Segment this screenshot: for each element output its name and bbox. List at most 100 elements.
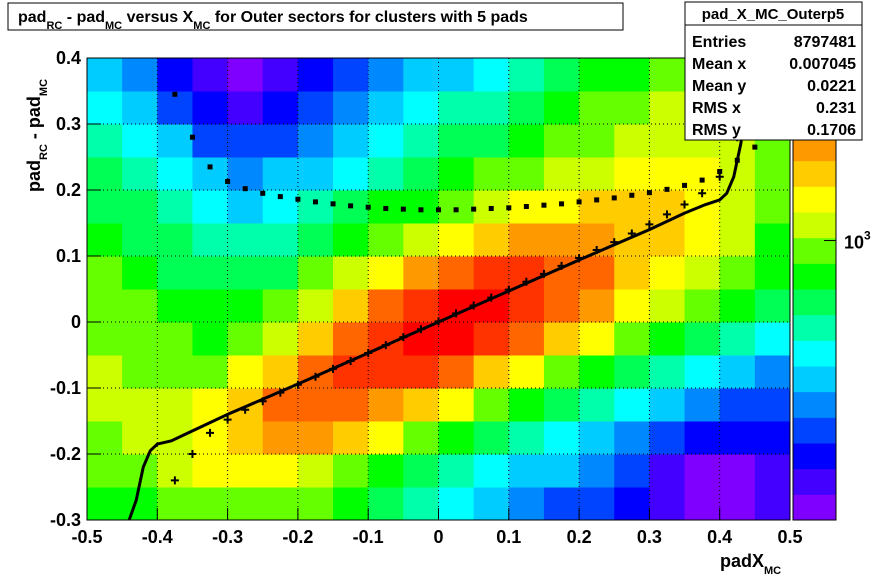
heatmap-cell: [297, 454, 334, 488]
palette-swatch: [793, 443, 836, 470]
heatmap-cell: [192, 58, 229, 92]
palette-swatch: [793, 160, 836, 187]
text-part: padX: [720, 551, 764, 571]
heatmap-cell: [754, 388, 791, 422]
heatmap-cell: [508, 322, 545, 356]
heatmap-cell: [333, 91, 369, 125]
profile-marker: [436, 207, 441, 213]
profile-marker: [471, 206, 477, 212]
heatmap-cell: [754, 421, 791, 455]
x-tick-label: 0.5: [777, 527, 802, 547]
heatmap-cell: [122, 223, 158, 257]
heatmap-cell: [579, 190, 615, 224]
heatmap-cell: [754, 223, 791, 257]
heatmap-cell: [333, 454, 369, 488]
x-tick-label: 0.3: [637, 527, 662, 547]
subscript: MC: [193, 20, 210, 32]
y-axis-label: padRC - padMC: [24, 79, 50, 192]
heatmap-cell: [157, 388, 193, 422]
profiles: [127, 58, 759, 520]
stats-label: Mean y: [692, 78, 746, 95]
x-tick-label: -0.5: [71, 527, 102, 547]
heatmap-cell: [333, 124, 369, 158]
profile-marker: [698, 189, 707, 198]
heatmap-cell: [297, 388, 334, 422]
heatmap-cell: [579, 256, 615, 290]
heatmap-cell: [297, 157, 334, 191]
heatmap-cell: [579, 487, 615, 521]
heatmap-cell: [122, 124, 158, 158]
heatmap-cell: [157, 223, 193, 257]
heatmap-cell: [403, 157, 439, 191]
subscript: RC: [46, 20, 62, 32]
heatmap-cell: [684, 322, 721, 356]
heatmap-cell: [438, 388, 475, 422]
profile-marker: [188, 450, 197, 458]
heatmap-cell: [297, 91, 334, 125]
heatmap-cell: [297, 487, 334, 521]
text-part: pad: [18, 9, 46, 26]
heatmap-cell: [438, 91, 475, 125]
y-tick-label: 0.2: [56, 180, 81, 200]
heatmap-cell: [754, 487, 791, 521]
heatmap-cell: [262, 454, 299, 488]
heatmap-cell: [297, 322, 334, 356]
heatmap-cell: [438, 157, 475, 191]
profile-marker: [172, 91, 178, 97]
heatmap-cell: [262, 223, 299, 257]
heatmap-cell: [614, 421, 650, 455]
y-tick-label: -0.3: [50, 510, 81, 530]
profile-marker: [645, 220, 654, 229]
heatmap-cell: [754, 157, 791, 191]
heatmap-cell: [543, 157, 580, 191]
heatmap-cell: [368, 157, 404, 191]
heatmap-cell: [438, 421, 475, 455]
profile-marker: [488, 205, 494, 211]
heatmap-cell: [87, 355, 123, 389]
profile-marker: [611, 195, 617, 201]
heatmap-cell: [192, 454, 229, 488]
heatmap-cell: [543, 487, 580, 521]
heatmap-cell: [157, 322, 193, 356]
heatmap-cell: [87, 223, 123, 257]
heatmap-cell: [438, 487, 475, 521]
heatmap-cell: [157, 58, 193, 92]
heatmap-cell: [192, 421, 229, 455]
heatmap-cell: [754, 256, 791, 290]
heatmap-cell: [719, 487, 756, 521]
z-tick-base: 10: [844, 233, 864, 253]
x-tick-label: 0.2: [567, 527, 592, 547]
text-part: - pad: [62, 9, 105, 26]
heatmap-cell: [719, 256, 756, 290]
heatmap-cell: [754, 355, 791, 389]
heatmap-cell: [649, 487, 686, 521]
palette-swatch: [793, 263, 836, 290]
text-part: for Outer sectors for clusters with 5 pa…: [210, 9, 528, 26]
stats-label: RMS x: [692, 100, 741, 117]
heatmap-cell: [262, 157, 299, 191]
heatmap-cell: [614, 157, 650, 191]
heatmap-cell: [227, 388, 264, 422]
heatmap-cell: [403, 91, 439, 125]
heatmap-cell: [684, 454, 721, 488]
heatmap-cell: [543, 124, 580, 158]
heatmap-cell: [614, 256, 650, 290]
heatmap-cell: [403, 190, 439, 224]
heatmap-cell: [122, 388, 158, 422]
heatmap-cell: [473, 157, 510, 191]
heatmap-cell: [614, 124, 650, 158]
palette-swatch: [793, 366, 836, 393]
heatmap-cell: [122, 256, 158, 290]
heatmap-cell: [192, 256, 229, 290]
heatmap-cell: [473, 388, 510, 422]
stats-value: 0.0221: [807, 78, 856, 95]
heatmap-cell: [157, 157, 193, 191]
palette-swatch: [793, 391, 836, 418]
palette-swatch: [793, 417, 836, 444]
profile-marker: [312, 199, 318, 205]
heatmap-cell: [543, 289, 580, 323]
heatmap-cell: [508, 421, 545, 455]
heatmap-cell: [473, 322, 510, 356]
